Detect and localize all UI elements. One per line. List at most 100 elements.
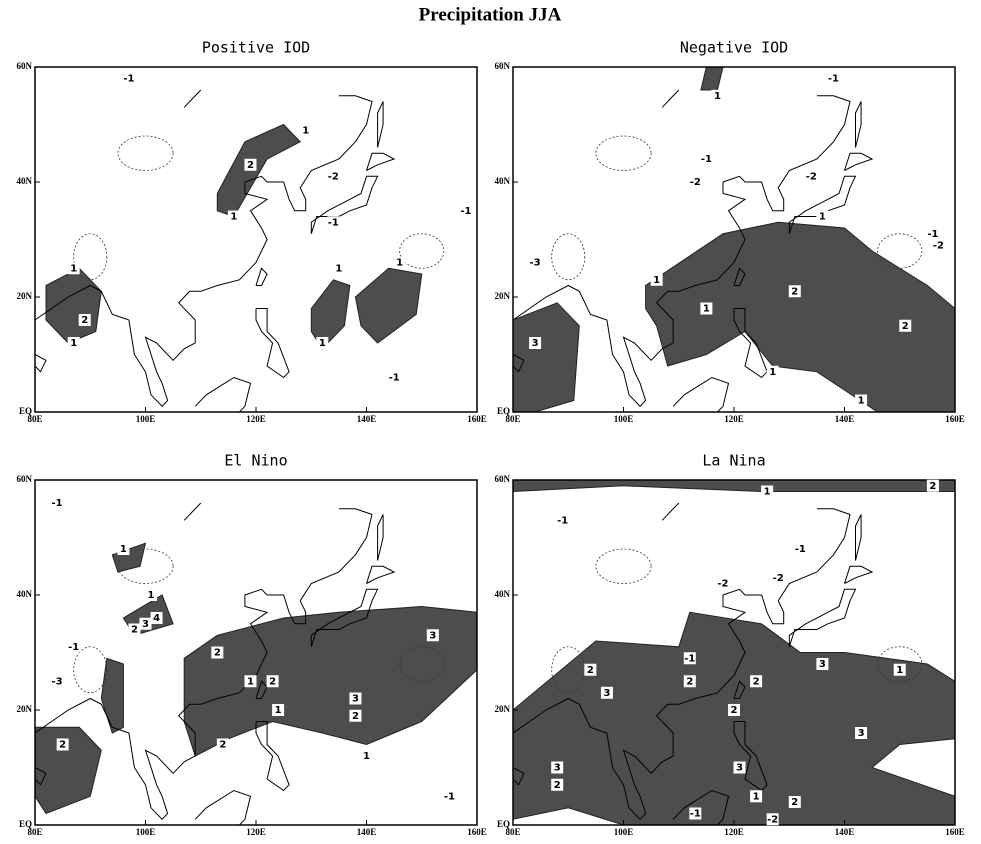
contour-label: -2: [933, 240, 944, 251]
contour-label: 1: [753, 791, 760, 802]
coastline: [856, 515, 862, 561]
map-area: [513, 67, 955, 412]
contour-label: 2: [352, 711, 359, 722]
contour-label: 2: [929, 481, 936, 492]
y-tick-label: 40N: [17, 589, 33, 599]
contour-label: -3: [52, 676, 63, 687]
panel-title: Positive IOD: [202, 39, 310, 57]
contour-label: -1: [123, 74, 134, 85]
contour-label: 3: [819, 659, 826, 670]
contour-label: 2: [269, 676, 276, 687]
contour-label: 1: [769, 367, 776, 378]
panel-title: La Nina: [702, 452, 765, 470]
x-tick-label: 120E: [724, 414, 744, 424]
contour-label: -2: [773, 573, 784, 584]
contour-label: 1: [247, 676, 254, 687]
shaded-region: [101, 658, 123, 733]
y-tick-label: 20N: [495, 704, 511, 714]
contour-label: 2: [214, 648, 221, 659]
shaded-region: [355, 268, 421, 343]
contour-label: 1: [148, 590, 155, 601]
contour-label: -1: [52, 498, 63, 509]
x-tick-label: 140E: [835, 414, 855, 424]
x-tick-label: 160E: [945, 414, 965, 424]
y-tick-label: EQ: [19, 406, 32, 416]
contour-label: 1: [363, 751, 370, 762]
contour-label: 2: [587, 665, 594, 676]
dashed-contour: [596, 136, 651, 171]
shaded-region: [513, 612, 955, 825]
contour-label: 1: [302, 125, 309, 136]
dashed-contour: [552, 234, 585, 280]
contour-label: 2: [731, 705, 738, 716]
dashed-contour: [74, 647, 107, 693]
contour-label: -1: [690, 809, 701, 820]
contour-label: -1: [328, 217, 339, 228]
dashed-contour: [596, 549, 651, 584]
y-tick-label: 60N: [17, 61, 33, 71]
contour-label: 3: [352, 694, 359, 705]
x-tick-label: 160E: [467, 827, 487, 837]
contour-label: -2: [806, 171, 817, 182]
contour-label: 2: [247, 160, 254, 171]
x-tick-label: 140E: [357, 414, 377, 424]
contour-label: -1: [557, 515, 568, 526]
contour-label: 1: [764, 487, 771, 498]
coastline: [256, 722, 289, 791]
contour-label: 1: [335, 263, 342, 274]
map-frame: [35, 67, 477, 412]
shaded-region: [513, 303, 579, 412]
panel-title: El Nino: [224, 452, 287, 470]
x-tick-label: 160E: [945, 827, 965, 837]
contour-label: -1: [828, 74, 839, 85]
contour-label: 2: [81, 315, 88, 326]
map-area: [35, 90, 444, 412]
contour-label: -1: [68, 642, 79, 653]
contour-label: 3: [142, 619, 149, 630]
coastline: [378, 102, 384, 148]
y-tick-label: 20N: [17, 291, 33, 301]
contour-label: -2: [767, 814, 778, 825]
contour-label: 2: [753, 676, 760, 687]
coastline: [195, 791, 250, 826]
contour-label: -1: [701, 154, 712, 165]
contour-label: 3: [554, 763, 561, 774]
contour-label: -1: [927, 229, 938, 240]
contour-label: -3: [530, 258, 541, 269]
contour-label: 3: [858, 728, 865, 739]
contour-label: 1: [396, 258, 403, 269]
coastline: [789, 589, 855, 647]
map-panel: Negative IOD80E100E120E140E160EEQ20N40N6…: [495, 39, 965, 425]
y-tick-label: 20N: [495, 291, 511, 301]
contour-label: 1: [703, 304, 710, 315]
contour-label: 1: [275, 705, 282, 716]
coastline: [856, 102, 862, 148]
contour-label: 1: [70, 263, 77, 274]
y-tick-label: 60N: [495, 474, 511, 484]
contour-label: 2: [791, 286, 798, 297]
shaded-region: [217, 125, 300, 217]
contour-label: 1: [858, 396, 865, 407]
contour-label: 1: [120, 544, 127, 555]
figure: Precipitation JJA Positive IOD80E100E120…: [0, 0, 981, 844]
dashed-contour: [118, 136, 173, 171]
x-tick-label: 140E: [835, 827, 855, 837]
y-tick-label: 60N: [495, 61, 511, 71]
shaded-region: [646, 222, 955, 412]
x-tick-label: 140E: [357, 827, 377, 837]
y-tick-label: 40N: [17, 176, 33, 186]
y-tick-label: 60N: [17, 474, 33, 484]
contour-label: 2: [219, 740, 226, 751]
contour-label: -1: [795, 544, 806, 555]
x-tick-label: 100E: [136, 827, 156, 837]
coastline: [35, 96, 372, 407]
coastline: [662, 90, 679, 107]
shaded-region: [513, 480, 955, 492]
coastline: [256, 309, 289, 378]
map-panel: La Nina80E100E120E140E160EEQ20N40N60N12-…: [495, 452, 965, 838]
contour-label: 1: [70, 338, 77, 349]
coastline: [184, 90, 201, 107]
x-tick-label: 120E: [246, 414, 266, 424]
y-tick-label: 20N: [17, 704, 33, 714]
panel-title: Negative IOD: [680, 39, 788, 57]
